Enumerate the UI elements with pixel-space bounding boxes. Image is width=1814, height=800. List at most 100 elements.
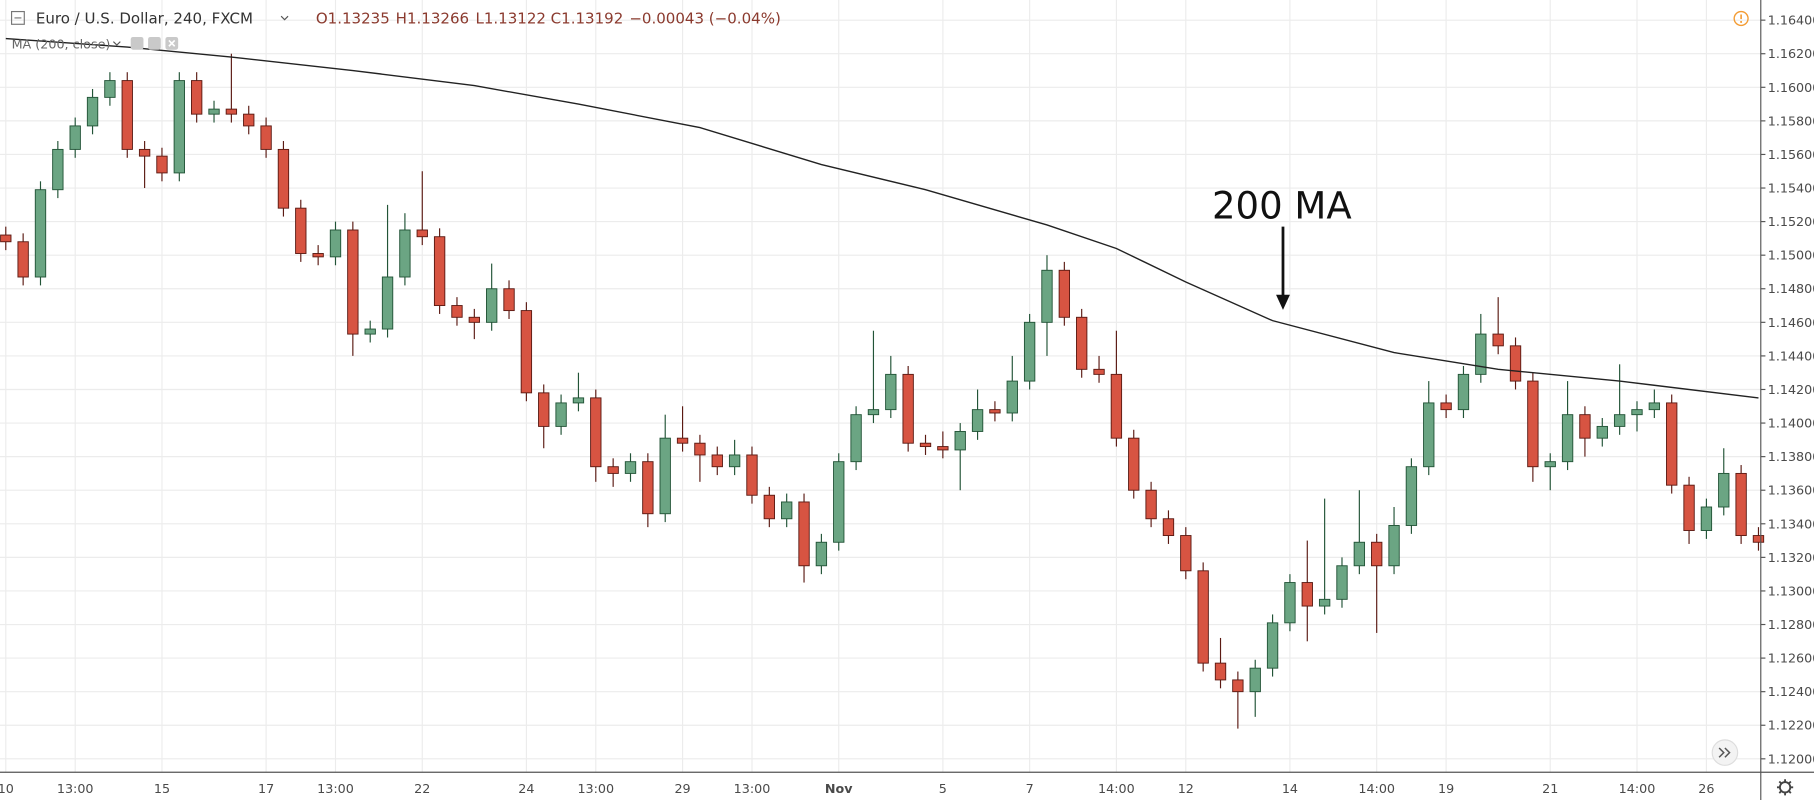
x-tick-label: 24 (518, 781, 534, 796)
candle-body (1475, 333, 1487, 375)
low-value: L1.13122 (475, 10, 545, 28)
candle-body (1197, 570, 1209, 664)
candle-body (1648, 402, 1661, 411)
candle-body (1353, 541, 1366, 567)
x-tick-label: 13:00 (57, 781, 94, 796)
candle-body (607, 466, 619, 474)
scroll-to-latest[interactable] (1711, 739, 1739, 766)
y-tick-label: 1.12000 (1768, 751, 1814, 766)
candle-body (0, 234, 12, 243)
y-tick-label: 1.13800 (1768, 449, 1814, 464)
candle-body (538, 392, 550, 427)
x-tick-label: 26 (1698, 781, 1714, 796)
alert-icon[interactable] (1733, 10, 1749, 27)
indicator-settings[interactable] (148, 36, 161, 50)
candles (0, 53, 1765, 729)
indicator-menu[interactable] (112, 41, 121, 46)
y-tick-label: 1.15200 (1768, 214, 1814, 229)
candle-body (1492, 333, 1504, 347)
x-tick-label: 14:00 (1619, 781, 1656, 796)
annotation: 200 MA (1212, 184, 1352, 227)
high-value: H1.13266 (396, 10, 469, 28)
candle-body (364, 328, 376, 335)
change-value: −0.00043 (−0.04%) (629, 10, 781, 28)
x-tick-label: 5 (939, 781, 947, 796)
indicator-visibility[interactable] (130, 36, 144, 50)
y-tick-label: 1.12600 (1768, 651, 1814, 666)
symbol-menu[interactable] (280, 15, 289, 21)
candle-body (1145, 489, 1157, 520)
candle-body (1214, 662, 1227, 681)
candle-body (381, 276, 394, 330)
y-tick-label: 1.14600 (1768, 315, 1814, 330)
candle-body (1023, 321, 1036, 382)
y-tick-label: 1.13600 (1768, 483, 1814, 498)
symbol-title: Euro / U.S. Dollar, 240, FXCM (36, 10, 253, 28)
candle-body (1371, 541, 1383, 567)
candle-body (1544, 461, 1556, 468)
x-tick-label: 14 (1282, 781, 1298, 796)
candle-body (781, 501, 793, 520)
y-tick-label: 1.12400 (1768, 684, 1814, 699)
y-tick-label: 1.14400 (1768, 348, 1814, 363)
candle-body (1700, 506, 1713, 531)
candle-body (1058, 269, 1071, 318)
candle-body (399, 229, 411, 278)
candle-body (728, 454, 741, 468)
x-tick-label: 7 (1026, 781, 1034, 796)
scroll-icon (1718, 747, 1731, 758)
x-tick-label: 22 (414, 781, 430, 796)
candle-body (1752, 535, 1765, 543)
candle-body (1423, 402, 1435, 468)
candle-body (173, 80, 185, 174)
x-tick-label: 13:00 (577, 781, 614, 796)
candle-body (902, 373, 914, 444)
x-tick-label: Nov (825, 781, 853, 796)
candle-body (989, 409, 1001, 414)
candle-body (815, 541, 828, 567)
candle-body (746, 454, 758, 496)
candle-body (1527, 380, 1539, 468)
candle-body (1266, 622, 1279, 669)
overlay (5, 37, 1759, 399)
candle-body (1110, 373, 1123, 439)
candle-body (1613, 414, 1626, 427)
y-tick-label: 1.14800 (1768, 281, 1814, 296)
candle-body (433, 236, 446, 307)
collapse-button[interactable] (10, 10, 25, 25)
candle-body (1180, 535, 1192, 572)
y-tick-label: 1.13400 (1768, 516, 1814, 531)
y-tick-label: 1.13200 (1768, 550, 1814, 565)
candle-body (763, 494, 775, 520)
annotation-arrowhead (1276, 294, 1290, 310)
candle-body (1405, 466, 1418, 526)
x-tick-label: 14:00 (1098, 781, 1135, 796)
candle-body (954, 430, 966, 451)
candle-body (503, 288, 515, 312)
candle-body (937, 446, 949, 451)
x-tick-label: 15 (154, 781, 170, 796)
x-tick-label: 13:00 (317, 781, 354, 796)
alert-dot (1740, 20, 1743, 24)
candle-body (260, 125, 272, 150)
y-tick-label: 1.15600 (1768, 147, 1814, 162)
candle-body (69, 125, 81, 150)
y-tick-label: 1.15000 (1768, 248, 1814, 263)
candle-body (1718, 472, 1730, 508)
candle-body (468, 316, 480, 323)
y-tick-label: 1.12800 (1768, 617, 1814, 632)
candle-body (555, 402, 567, 427)
candle-body (1457, 373, 1470, 411)
candle-body (34, 189, 47, 278)
candle-body (520, 310, 533, 394)
candle-body (1388, 525, 1400, 567)
candle-body (156, 155, 168, 174)
candle-body (1666, 402, 1678, 486)
moving-average (5, 37, 1759, 399)
y-tick-label: 1.16200 (1768, 46, 1814, 61)
candle-body (329, 229, 342, 258)
remove-icon (168, 39, 176, 47)
candle-body (572, 397, 585, 404)
y-tick-label: 1.16000 (1768, 80, 1814, 95)
